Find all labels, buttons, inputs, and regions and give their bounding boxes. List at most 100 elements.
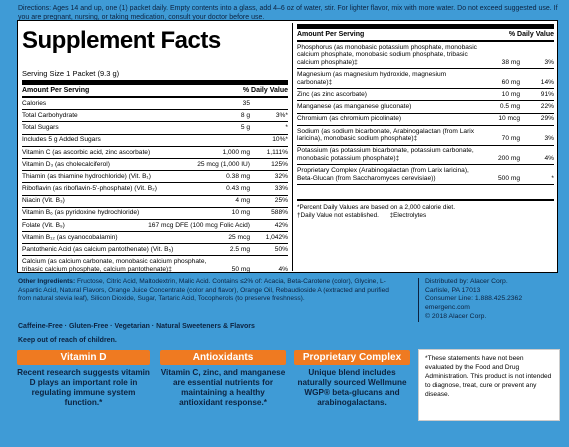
daily-value: 1,042% — [265, 233, 288, 241]
nutrient-row: Phosphorus (as monobasic potassium phosp… — [297, 42, 554, 70]
amount: 200 mg — [498, 154, 520, 162]
daily-value: 125% — [271, 160, 288, 168]
amount: 25 mcg (1,000 IU) — [197, 160, 250, 168]
amount: 60 mg — [501, 78, 520, 86]
directions: Directions: Ages 14 and up, one (1) pack… — [18, 5, 558, 21]
daily-value: 32% — [274, 172, 288, 180]
nutrient-name: Sodium (as sodium bicarbonate, Arabinoga… — [297, 127, 475, 143]
amount: 10 mcg — [498, 115, 520, 123]
panel-title: Supplement Facts — [22, 27, 221, 54]
nutrient-name: Thiamin (as thiamine hydrochloride) (Vit… — [22, 172, 151, 180]
nutrient-name: Magnesium (as magnesium hydroxide, magne… — [297, 71, 447, 86]
nutrient-name: Includes 5 g Added Sugars — [22, 136, 101, 144]
nutrient-row: Vitamin B₆ (as pyridoxine hydrochloride)… — [22, 208, 288, 220]
daily-value: 3%* — [275, 111, 288, 119]
column-header: Amount Per Serving % Daily Value — [22, 85, 288, 98]
column-header: Amount Per Serving % Daily Value — [297, 24, 554, 42]
daily-value: 4% — [544, 154, 554, 162]
claims: Caffeine-Free · Gluten-Free · Vegetarian… — [18, 323, 255, 330]
right-column: Amount Per Serving % Daily Value Phosphor… — [292, 23, 554, 271]
feature-box: Vitamin D Recent research suggests vitami… — [17, 350, 150, 408]
nutrient-name: Phosphorus (as monobasic potassium phosp… — [297, 43, 477, 66]
amount: 25 mcg — [228, 233, 250, 241]
nutrient-name: Proprietary Complex (Arabinogalactan (fr… — [297, 167, 469, 182]
feature-text: Recent research suggests vitamin D plays… — [17, 368, 150, 407]
feature-box: Antioxidants Vitamin C, zinc, and mangane… — [160, 350, 286, 408]
nutrient-row: Zinc (as zinc ascorbate) 10 mg 91% — [297, 89, 554, 102]
feature-box: Proprietary Complex Unique blend includes… — [294, 350, 410, 408]
amount: 0.43 mg — [226, 185, 250, 193]
distributor-line: © 2018 Alacer Corp. — [425, 312, 487, 320]
rows: Calories 35 Total Carbohydrate 8 g 3%* Total … — [22, 98, 288, 275]
daily-value: 50% — [274, 246, 288, 254]
amount: 1,000 mg — [222, 148, 251, 156]
amount: 10 mg — [231, 209, 250, 217]
nutrient-name: Niacin (Vit. B₃) — [22, 197, 65, 205]
amount: 8 g — [240, 111, 250, 119]
daily-value: 29% — [540, 115, 554, 123]
nutrient-row: Calories 35 — [22, 98, 288, 111]
footnote: †Daily Value not established. ‡Electroly… — [297, 212, 427, 220]
supplement-panel: Supplement Facts Serving Size 1 Packet (… — [17, 20, 558, 273]
nutrient-row: Thiamin (as thiamine hydrochloride) (Vit… — [22, 171, 288, 184]
amount: 10 mg — [501, 90, 520, 98]
daily-value: 588% — [271, 209, 288, 217]
nutrient-name: Manganese (as manganese gluconate) — [297, 103, 412, 111]
nutrient-name: Chromium (as chromium picolinate) — [297, 115, 402, 123]
nutrient-row: Folate (Vit. B₉) 167 mcg DFE (100 mcg Fol… — [22, 220, 288, 233]
daily-value: 42% — [274, 221, 288, 229]
nutrient-name: Calories — [22, 99, 47, 107]
daily-value: 91% — [540, 90, 554, 98]
distributor: Distributed by: Alacer Corp. Carlisle, PA… — [418, 278, 558, 322]
footnotes: *Percent Daily Values are based on a 2,0… — [297, 199, 554, 220]
feature-title: Proprietary Complex — [294, 350, 410, 365]
nutrient-name: Vitamin C (as ascorbic acid, zinc ascorb… — [22, 148, 151, 156]
nutrient-name: Calcium (as calcium carbonate, monobasic… — [22, 258, 207, 273]
header-amount: Amount Per Serving — [22, 87, 90, 94]
rows: Phosphorus (as monobasic potassium phosp… — [297, 42, 554, 186]
amount: 0.5 mg — [499, 103, 520, 111]
amount: 38 mg — [501, 58, 520, 66]
nutrient-row: Chromium (as chromium picolinate) 10 mcg 2… — [297, 114, 554, 126]
amount: 50 mg — [231, 265, 250, 273]
nutrient-row: Total Sugars 5 g * — [22, 122, 288, 135]
ingredients-text: Fructose, Citric Acid, Maltodextrin, Mal… — [18, 278, 389, 303]
ingredients-label: Other Ingredients: — [18, 278, 76, 285]
disclaimer: *These statements have not been evaluate… — [418, 349, 560, 421]
nutrient-name: Total Carbohydrate — [22, 111, 78, 119]
amount: 167 mcg DFE (100 mcg Folic Acid) — [148, 221, 250, 229]
nutrient-name: Vitamin B₁₂ (as cyanocobalamin) — [22, 233, 118, 241]
nutrient-name: Vitamin D₃ (as cholecalciferol) — [22, 160, 110, 168]
left-column: Supplement Facts Serving Size 1 Packet (… — [22, 23, 288, 273]
daily-value: 4% — [278, 265, 288, 273]
nutrient-row: Magnesium (as magnesium hydroxide, magne… — [297, 69, 554, 90]
daily-value: 1,111% — [266, 148, 288, 156]
other-ingredients: Other Ingredients: Fructose, Citric Acid… — [18, 278, 403, 304]
nutrient-row: Pantothenic Acid (as calcium pantothenat… — [22, 244, 288, 257]
distributor-line: Carlisle, PA 17013 — [425, 286, 481, 294]
nutrient-row: Proprietary Complex (Arabinogalactan (fr… — [297, 165, 554, 186]
amount: 5 g — [240, 124, 250, 132]
nutrient-name: Zinc (as zinc ascorbate) — [297, 90, 367, 98]
header-amount: Amount Per Serving — [297, 31, 365, 38]
nutrient-row: Riboflavin (as riboflavin-5'-phosphate) … — [22, 183, 288, 196]
nutrient-row: Includes 5 g Added Sugars 10%* — [22, 135, 288, 147]
daily-value: 14% — [540, 78, 554, 86]
daily-value: 3% — [544, 58, 554, 66]
daily-value: 22% — [540, 103, 554, 111]
header-dv: % Daily Value — [508, 31, 554, 38]
footnote: *Percent Daily Values are based on a 2,0… — [297, 204, 455, 212]
nutrient-row: Manganese (as manganese gluconate) 0.5 mg… — [297, 101, 554, 114]
distributor-line: Consumer Line: 1.888.425.2362 — [425, 295, 523, 303]
nutrient-row: Total Carbohydrate 8 g 3%* — [22, 110, 288, 123]
amount: 35 — [242, 99, 250, 107]
daily-value: * — [551, 174, 554, 182]
daily-value: 33% — [274, 185, 288, 193]
serving-size: Serving Size 1 Packet (9.3 g) — [22, 69, 288, 85]
daily-value: 25% — [274, 197, 288, 205]
daily-value: * — [285, 124, 288, 132]
distributor-line: Distributed by: Alacer Corp. — [425, 278, 508, 285]
nutrient-name: Total Sugars — [22, 124, 59, 132]
distributor-line: emergenc.com — [425, 304, 470, 312]
